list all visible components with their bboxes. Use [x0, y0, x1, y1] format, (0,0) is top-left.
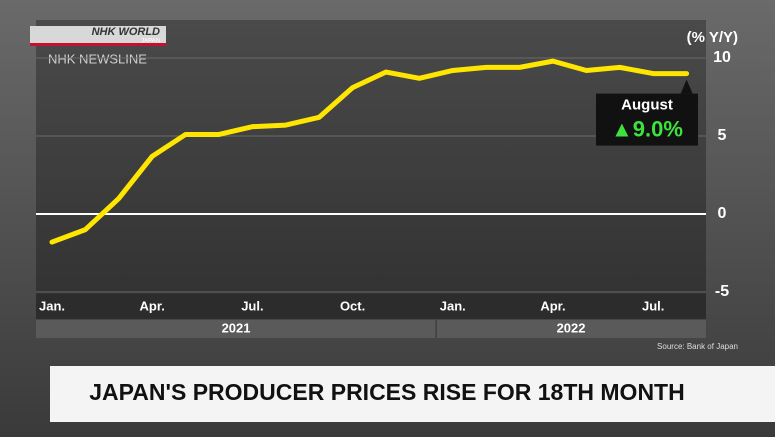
- year-strip: [36, 320, 706, 338]
- callout-pointer: [680, 79, 693, 94]
- unit-label: (% Y/Y): [687, 29, 738, 46]
- callout-value: ▲9.0%: [611, 116, 683, 141]
- x-tick-label: Jul.: [642, 298, 664, 313]
- year-label: 2021: [222, 320, 251, 335]
- x-tick-label: Jul.: [241, 298, 263, 313]
- logo: NHK WORLD: [92, 26, 160, 38]
- data-line: [49, 58, 690, 245]
- source: Source: Bank of Japan: [657, 342, 738, 351]
- x-tick-label: Apr.: [540, 298, 565, 313]
- logo-box: [30, 26, 166, 46]
- x-tick-label: Jan.: [440, 298, 466, 313]
- logo-sub: JAPAN: [141, 39, 160, 45]
- headline: JAPAN'S PRODUCER PRICES RISE FOR 18TH MO…: [89, 379, 684, 405]
- y-tick-label: 10: [713, 49, 731, 66]
- program-name: NHK NEWSLINE: [48, 51, 147, 66]
- x-tick-label: Apr.: [140, 298, 165, 313]
- headline-banner: [50, 366, 775, 422]
- year-label: 2022: [557, 320, 586, 335]
- x-tick-label: Jan.: [39, 298, 65, 313]
- logo-stripe: [30, 43, 166, 46]
- callout-month: August: [621, 97, 673, 114]
- y-tick-label: 0: [718, 205, 727, 222]
- y-tick-label: 5: [718, 127, 727, 144]
- plot-area: [36, 20, 706, 294]
- x-tick-label: Oct.: [340, 298, 365, 313]
- y-tick-label: -5: [715, 283, 729, 300]
- callout-box: [596, 93, 698, 146]
- category-strip: [36, 294, 706, 319]
